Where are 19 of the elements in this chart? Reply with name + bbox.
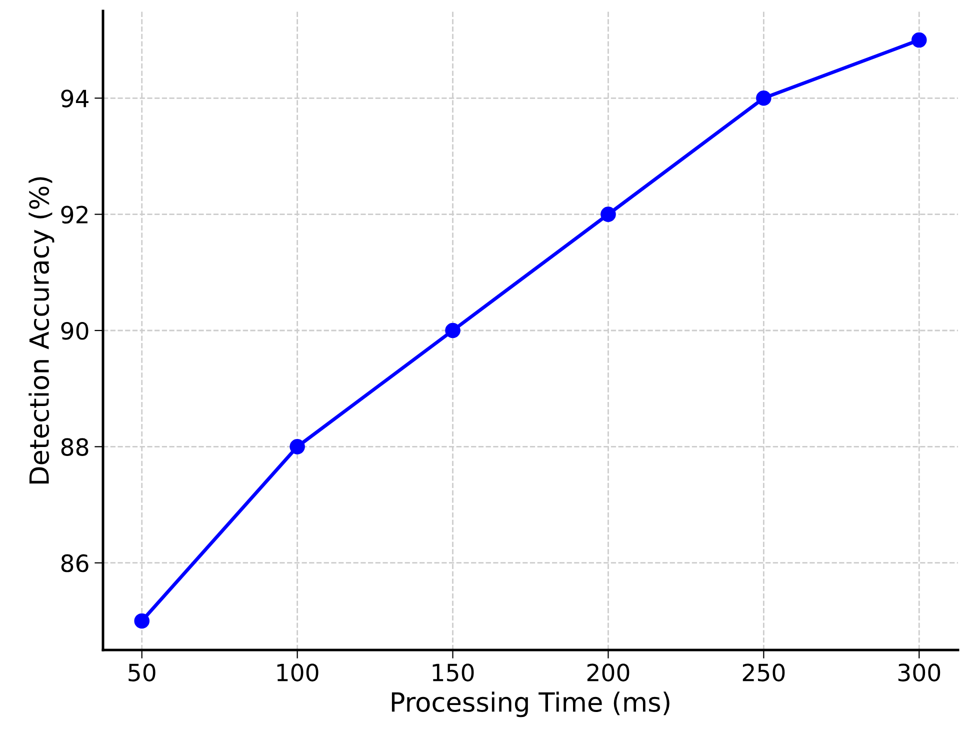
- point: [600, 206, 616, 222]
- point: [290, 439, 305, 454]
- y-tick-label: 86: [61, 554, 88, 572]
- y-axis-title: Detection Accuracy (%): [28, 177, 54, 484]
- y-tick-label: 92: [61, 206, 88, 224]
- x-tick-label: 300: [898, 664, 940, 682]
- point: [134, 613, 150, 629]
- y-tick-label: 90: [61, 322, 88, 340]
- y-tick-label: 94: [61, 90, 88, 108]
- x-axis-title: Processing Time (ms): [392, 692, 670, 718]
- x-tick-label: 200: [587, 664, 630, 682]
- x-tick-label: 150: [432, 664, 474, 682]
- point: [756, 90, 772, 106]
- x-tick-label: 50: [128, 664, 156, 682]
- y-tick-label: 88: [61, 438, 88, 456]
- point: [911, 32, 927, 48]
- x-tick-label: 250: [742, 664, 785, 682]
- point: [445, 322, 460, 338]
- x-tick-label: 100: [277, 664, 318, 682]
